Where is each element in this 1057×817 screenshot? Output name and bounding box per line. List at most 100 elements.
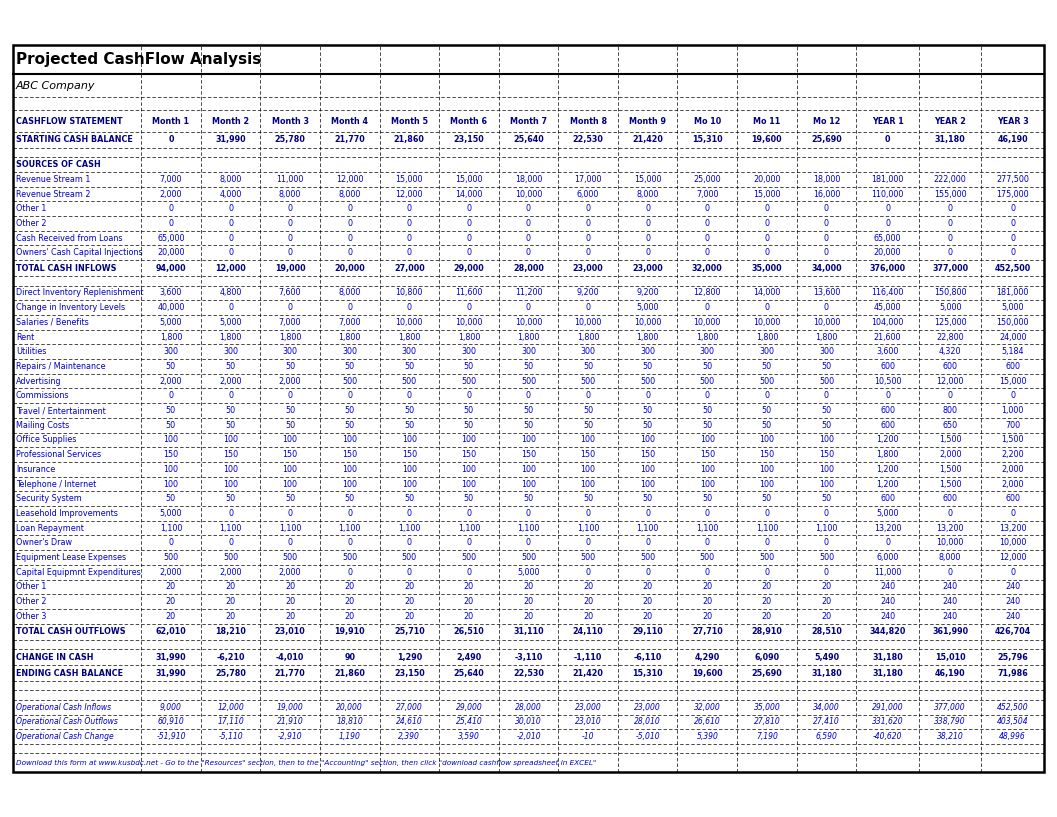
Text: -3,110: -3,110: [515, 653, 542, 662]
Text: 0: 0: [824, 248, 829, 257]
Text: 2,000: 2,000: [1001, 480, 1024, 489]
Text: 13,200: 13,200: [999, 524, 1026, 533]
Text: 19,000: 19,000: [275, 264, 305, 273]
Text: 26,610: 26,610: [693, 717, 721, 726]
Bar: [13, 45, 1044, 772]
Text: 1,800: 1,800: [338, 333, 360, 342]
Text: 650: 650: [943, 421, 958, 430]
Text: 13,200: 13,200: [937, 524, 964, 533]
Text: Repairs / Maintenance: Repairs / Maintenance: [16, 362, 106, 371]
Text: 150: 150: [759, 450, 775, 459]
Text: CHANGE IN CASH: CHANGE IN CASH: [16, 653, 93, 662]
Text: 1,000: 1,000: [1002, 406, 1024, 415]
Text: 0: 0: [168, 391, 173, 400]
Text: 100: 100: [580, 465, 595, 474]
Text: 0: 0: [407, 509, 412, 518]
Text: 50: 50: [702, 494, 712, 503]
Text: 32,000: 32,000: [693, 703, 721, 712]
Text: Salaries / Benefits: Salaries / Benefits: [16, 318, 89, 327]
Text: 0: 0: [466, 219, 471, 228]
Text: 0: 0: [885, 391, 890, 400]
Text: 500: 500: [641, 377, 655, 386]
Text: 1,100: 1,100: [577, 524, 599, 533]
Text: 0: 0: [948, 568, 952, 577]
Text: 338,790: 338,790: [934, 717, 966, 726]
Text: 46,190: 46,190: [998, 136, 1028, 145]
Text: 50: 50: [523, 421, 534, 430]
Text: 1,100: 1,100: [160, 524, 182, 533]
Text: 15,000: 15,000: [999, 377, 1026, 386]
Text: 0: 0: [168, 538, 173, 547]
Text: 5,000: 5,000: [636, 303, 659, 312]
Text: 300: 300: [164, 347, 179, 356]
Text: -5,010: -5,010: [635, 732, 660, 741]
Text: 20: 20: [285, 612, 295, 621]
Text: -1,110: -1,110: [574, 653, 602, 662]
Text: 0: 0: [586, 303, 591, 312]
Text: 6,090: 6,090: [755, 653, 779, 662]
Text: 150,000: 150,000: [997, 318, 1028, 327]
Text: 4,000: 4,000: [220, 190, 242, 199]
Text: 4,320: 4,320: [939, 347, 962, 356]
Text: 0: 0: [228, 538, 233, 547]
Text: 0: 0: [288, 248, 293, 257]
Text: Owner's Draw: Owner's Draw: [16, 538, 72, 547]
Text: -40,620: -40,620: [873, 732, 903, 741]
Text: 50: 50: [821, 406, 832, 415]
Text: 12,000: 12,000: [395, 190, 423, 199]
Text: 10,000: 10,000: [999, 538, 1026, 547]
Text: 100: 100: [462, 480, 477, 489]
Text: 0: 0: [347, 234, 352, 243]
Text: -6,110: -6,110: [633, 653, 662, 662]
Text: 50: 50: [464, 494, 474, 503]
Text: 9,000: 9,000: [160, 703, 182, 712]
Text: 20: 20: [583, 597, 593, 606]
Text: -6,210: -6,210: [217, 653, 245, 662]
Text: 500: 500: [700, 553, 715, 562]
Text: 100: 100: [700, 480, 715, 489]
Text: 1,800: 1,800: [398, 333, 421, 342]
Text: 20: 20: [821, 612, 832, 621]
Text: 23,000: 23,000: [573, 264, 604, 273]
Text: 0: 0: [347, 303, 352, 312]
Text: 1,800: 1,800: [636, 333, 659, 342]
Text: Equipment Lease Expenses: Equipment Lease Expenses: [16, 553, 126, 562]
Text: 5,000: 5,000: [1001, 303, 1024, 312]
Text: 500: 500: [759, 553, 775, 562]
Text: 50: 50: [345, 406, 355, 415]
Text: 500: 500: [580, 553, 596, 562]
Text: 0: 0: [407, 568, 412, 577]
Text: 10,000: 10,000: [395, 318, 423, 327]
Text: Download this form at www.kusbdc.net - Go to the "Resources" section, then to th: Download this form at www.kusbdc.net - G…: [16, 760, 596, 766]
Text: 50: 50: [345, 421, 355, 430]
Text: 0: 0: [347, 538, 352, 547]
Text: 20: 20: [702, 612, 712, 621]
Text: 0: 0: [885, 204, 890, 213]
Text: 0: 0: [885, 136, 890, 145]
Text: 7,600: 7,600: [279, 288, 301, 297]
Text: 0: 0: [1010, 204, 1015, 213]
Text: 2,000: 2,000: [1001, 465, 1024, 474]
Text: 500: 500: [461, 377, 477, 386]
Text: 25,640: 25,640: [453, 668, 484, 677]
Text: 23,150: 23,150: [453, 136, 484, 145]
Text: 35,000: 35,000: [754, 703, 780, 712]
Text: Owners' Cash Capital Injections: Owners' Cash Capital Injections: [16, 248, 143, 257]
Text: 2,490: 2,490: [457, 653, 482, 662]
Text: 600: 600: [943, 362, 958, 371]
Text: 17,110: 17,110: [217, 717, 244, 726]
Text: 500: 500: [580, 377, 596, 386]
Text: 1,800: 1,800: [160, 333, 182, 342]
Text: 344,820: 344,820: [869, 627, 906, 636]
Text: 50: 50: [345, 494, 355, 503]
Text: 17,000: 17,000: [574, 175, 601, 184]
Text: 150: 150: [282, 450, 298, 459]
Text: 100: 100: [521, 480, 536, 489]
Text: 300: 300: [580, 347, 595, 356]
Text: 12,800: 12,800: [693, 288, 721, 297]
Text: 361,990: 361,990: [932, 627, 968, 636]
Text: 0: 0: [526, 234, 531, 243]
Text: 100: 100: [402, 480, 416, 489]
Text: 50: 50: [404, 406, 414, 415]
Text: 8,000: 8,000: [939, 553, 961, 562]
